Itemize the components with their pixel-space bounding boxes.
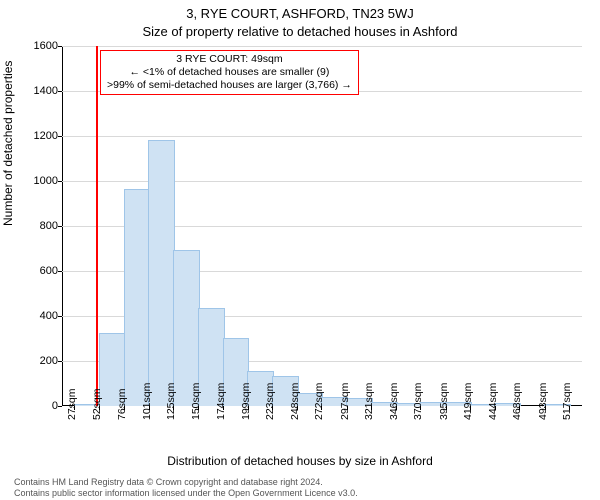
histogram-bar [148,140,175,407]
gridline-h [62,46,582,47]
footer-line2: Contains public sector information licen… [14,488,358,498]
x-axis-label: Distribution of detached houses by size … [0,454,600,468]
footer-line1: Contains HM Land Registry data © Crown c… [14,477,358,487]
y-tick-label: 600 [18,265,58,277]
annotation-line2: ← <1% of detached houses are smaller (9) [107,66,352,79]
y-tick-label: 1200 [18,130,58,142]
y-axis-label: Number of detached properties [1,61,15,226]
y-tick-mark [58,316,62,317]
chart-container: 3, RYE COURT, ASHFORD, TN23 5WJ Size of … [0,0,600,500]
gridline-h [62,136,582,137]
y-tick-label: 1000 [18,175,58,187]
annotation-box: 3 RYE COURT: 49sqm ← <1% of detached hou… [100,50,359,95]
y-tick-label: 1400 [18,85,58,97]
y-tick-label: 400 [18,310,58,322]
annotation-line1: 3 RYE COURT: 49sqm [107,53,352,66]
y-tick-label: 800 [18,220,58,232]
y-tick-mark [58,226,62,227]
marker-line [96,46,98,406]
plot-area: 3 RYE COURT: 49sqm ← <1% of detached hou… [62,46,582,406]
gridline-h [62,181,582,182]
annotation-line3: >99% of semi-detached houses are larger … [107,79,352,92]
y-tick-mark [58,181,62,182]
y-tick-mark [58,406,62,407]
y-tick-label: 1600 [18,40,58,52]
y-tick-label: 200 [18,355,58,367]
y-tick-mark [58,46,62,47]
y-tick-label: 0 [18,400,58,412]
histogram-bar [124,189,151,406]
y-tick-mark [58,136,62,137]
y-tick-mark [58,271,62,272]
footer-attribution: Contains HM Land Registry data © Crown c… [14,477,358,498]
chart-title-line2: Size of property relative to detached ho… [0,24,600,39]
chart-title-line1: 3, RYE COURT, ASHFORD, TN23 5WJ [0,6,600,21]
y-tick-mark [58,361,62,362]
y-tick-mark [58,91,62,92]
